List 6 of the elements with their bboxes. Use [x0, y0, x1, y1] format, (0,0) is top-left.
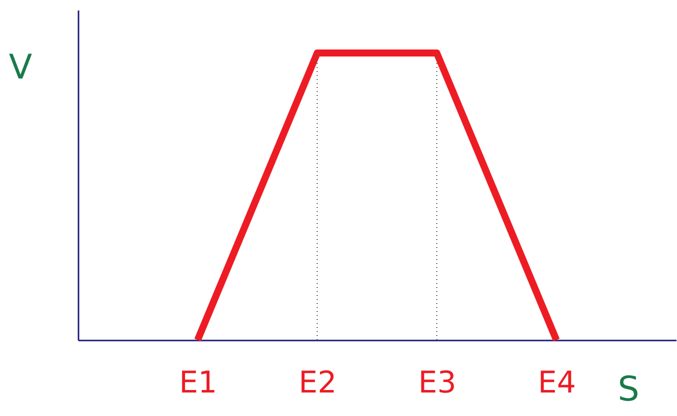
x-axis-title: S — [618, 370, 640, 410]
x-tick-label: E3 — [418, 366, 456, 400]
x-tick-label: E2 — [298, 366, 337, 400]
x-tick-label: E4 — [538, 366, 576, 400]
y-axis-title: V — [8, 48, 32, 88]
x-tick-label: E1 — [179, 366, 218, 400]
